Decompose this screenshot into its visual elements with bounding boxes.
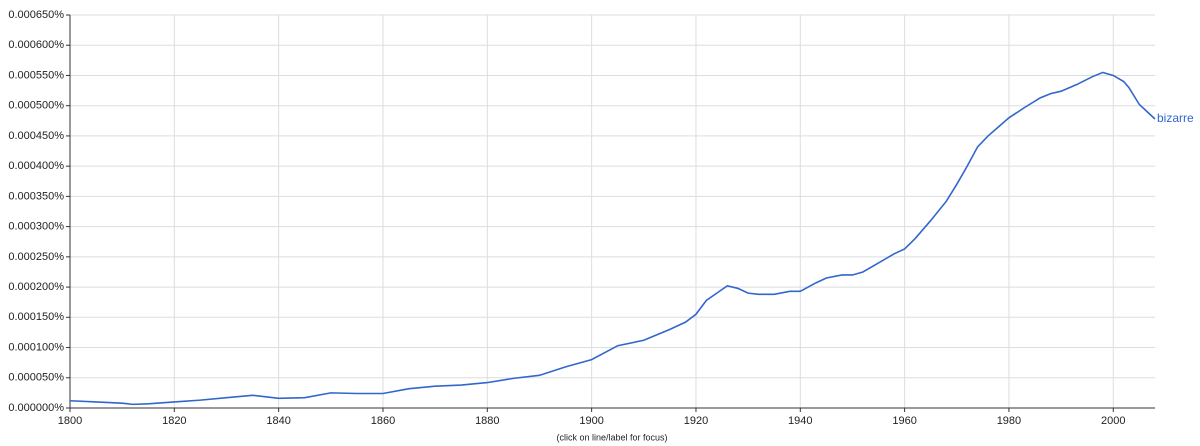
y-tick-label: 0.000000%	[8, 402, 64, 414]
x-tick-label: 1900	[579, 415, 603, 427]
x-tick-label: 1860	[371, 415, 395, 427]
x-tick-label: 2000	[1101, 415, 1125, 427]
y-tick-label: 0.000250%	[8, 251, 64, 263]
x-tick-label: 1800	[58, 415, 82, 427]
x-tick-label: 1840	[266, 415, 290, 427]
y-tick-label: 0.000400%	[8, 160, 64, 172]
y-tick-label: 0.000200%	[8, 281, 64, 293]
series-line	[69, 71, 1156, 406]
y-tick-label: 0.000450%	[8, 130, 64, 142]
x-tick-label: 1880	[475, 415, 499, 427]
y-tick-label: 0.000350%	[8, 190, 64, 202]
series-label: bizarre	[1157, 111, 1194, 125]
y-tick-label: 0.000600%	[8, 39, 64, 51]
y-tick-label: 0.000650%	[8, 9, 64, 21]
x-tick-label: 1960	[892, 415, 916, 427]
x-tick-label: 1940	[788, 415, 812, 427]
x-tick-label: 1920	[684, 415, 708, 427]
x-tick-label: 1820	[162, 415, 186, 427]
y-tick-label: 0.000300%	[8, 221, 64, 233]
y-tick-label: 0.000500%	[8, 100, 64, 112]
x-tick-label: 1980	[997, 415, 1021, 427]
y-tick-label: 0.000150%	[8, 311, 64, 323]
chart-note: (click on line/label for focus)	[556, 432, 667, 442]
y-tick-label: 0.000550%	[8, 69, 64, 81]
y-tick-label: 0.000050%	[8, 372, 64, 384]
y-tick-label: 0.000100%	[8, 341, 64, 353]
